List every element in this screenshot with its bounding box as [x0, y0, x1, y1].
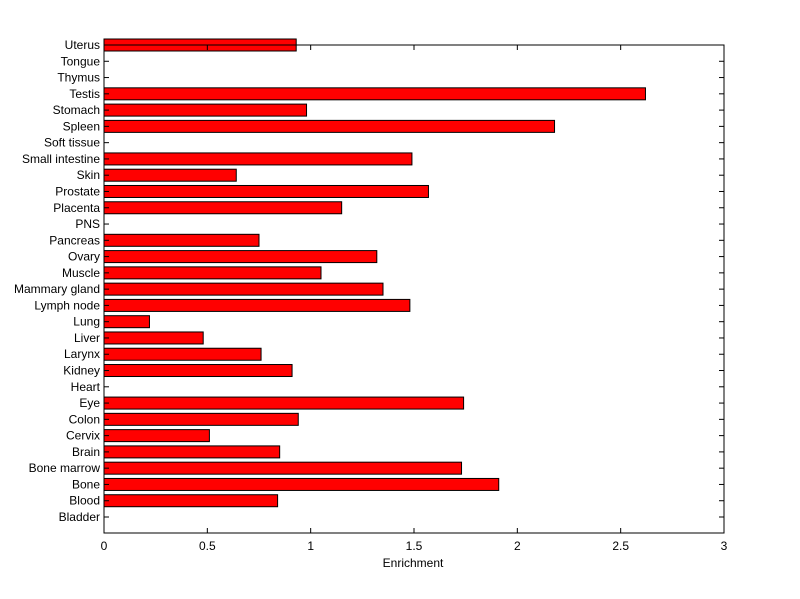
bar-bone [103, 477, 500, 491]
y-tick-label: Spleen [63, 119, 100, 133]
bar-colon [103, 412, 299, 426]
bar-cervix [103, 429, 210, 443]
bar-lung [103, 315, 150, 329]
x-axis-ticks: 0 0.5 1 1.5 2 2.5 3 [101, 45, 728, 553]
y-tick-label: Brain [72, 445, 100, 459]
y-tick-label: Larynx [64, 347, 100, 361]
bar-mammary-gland [103, 282, 384, 296]
bar-bone-marrow [103, 461, 463, 475]
y-tick-label: Testis [69, 87, 100, 101]
bar-ovary [103, 250, 378, 264]
y-tick-label: Soft tissue [44, 136, 100, 150]
bar-kidney [103, 364, 293, 378]
y-tick-label: Pancreas [49, 233, 100, 247]
plot-frame [103, 44, 725, 534]
y-tick-label: Heart [71, 380, 101, 394]
bar-muscle [103, 266, 322, 280]
y-tick-label: Cervix [66, 429, 100, 443]
y-tick-label: Uterus [65, 38, 100, 52]
y-tick-label: Lymph node [34, 298, 100, 312]
y-tick-label: Bladder [59, 510, 100, 524]
bar-blood [103, 494, 279, 508]
y-tick-label: Skin [77, 168, 100, 182]
y-tick-label: Mammary gland [14, 282, 100, 296]
y-tick-label: Bone marrow [29, 461, 101, 475]
bar-pancreas [103, 233, 260, 247]
y-tick-label: Placenta [53, 201, 100, 215]
bar-eye [103, 396, 465, 410]
bar-testis [103, 87, 646, 101]
y-tick-label: Stomach [53, 103, 100, 117]
x-axis-label: Enrichment [383, 556, 444, 570]
y-tick-label: Liver [74, 331, 100, 345]
bar-prostate [103, 184, 429, 198]
y-tick-label: Muscle [62, 266, 100, 280]
y-tick-label: Small intestine [22, 152, 100, 166]
bar-larynx [103, 347, 262, 361]
x-tick-label: 1.5 [406, 539, 423, 553]
x-tick-label: 2.5 [612, 539, 629, 553]
y-tick-label: Colon [69, 412, 100, 426]
bar-placenta [103, 201, 343, 215]
bar-liver [103, 331, 204, 345]
x-tick-label: 3 [721, 539, 728, 553]
y-tick-label: Thymus [57, 71, 100, 85]
bar-lymph-node [103, 298, 411, 312]
bar-skin [103, 168, 237, 182]
y-tick-label: Kidney [63, 364, 100, 378]
x-tick-label: 1 [307, 539, 314, 553]
y-tick-label: Blood [69, 494, 100, 508]
y-tick-label: Bone [72, 477, 100, 491]
bar-spleen [103, 119, 556, 133]
y-tick-label: PNS [75, 217, 100, 231]
y-tick-label: Lung [73, 315, 100, 329]
y-axis-ticks: Bladder Blood Bone Bone marrow Brain Cervix Co… [14, 38, 724, 524]
x-tick-label: 2 [514, 539, 521, 553]
bar-stomach [103, 103, 308, 117]
bar-brain [103, 445, 281, 459]
bar-small-intestine [103, 152, 413, 166]
y-tick-label: Ovary [68, 250, 100, 264]
y-tick-label: Prostate [55, 184, 100, 198]
x-tick-label: 0.5 [199, 539, 216, 553]
y-tick-label: Eye [79, 396, 100, 410]
y-tick-label: Tongue [61, 54, 101, 68]
x-tick-label: 0 [101, 539, 108, 553]
